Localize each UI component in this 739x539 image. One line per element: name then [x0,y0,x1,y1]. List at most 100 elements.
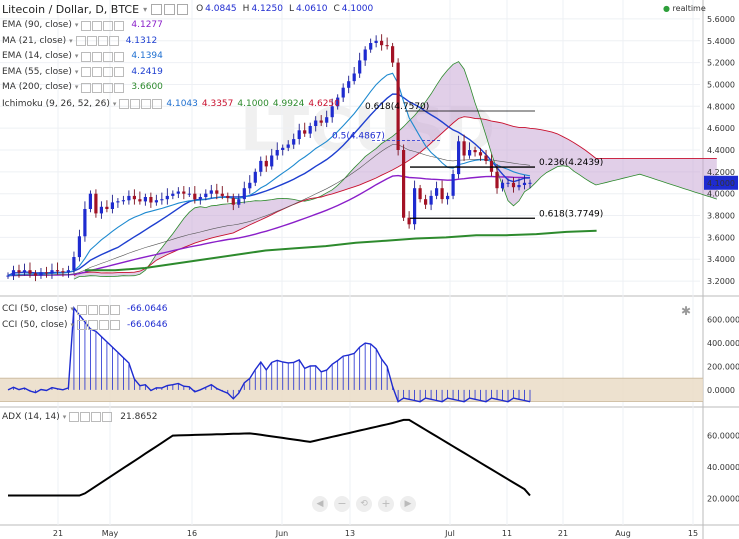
settings-icon[interactable] [81,67,92,78]
code-icon[interactable] [97,36,108,47]
candle-body [149,197,153,203]
navigation-controls: ◀ − ⟲ + ▶ [312,496,416,512]
close-icon[interactable] [177,3,189,15]
y-tick-label: 40.0000 [707,463,739,472]
candle-body [22,270,27,273]
eye-icon[interactable] [87,320,98,331]
close-icon[interactable] [114,82,125,93]
reset-icon[interactable]: ⟲ [356,496,372,512]
chevron-down-icon[interactable]: ▾ [74,21,79,29]
symbol-title[interactable]: Litecoin / Dollar, D, BTCE [2,2,140,16]
indicator-row[interactable]: MA (200, close) ▾ 3.6600 [2,80,163,96]
axes: 5.6000 5.4000 5.2000 5.0000 4.8000 4.6000 4.40… [53,15,739,538]
y-tick-label: 5.2000 [707,59,735,68]
eye-icon[interactable] [92,67,103,78]
close-icon[interactable] [114,51,125,62]
adx-legend[interactable]: ADX (14, 14) ▾ 21.8652 [2,412,158,422]
eye-icon[interactable] [86,36,97,47]
close-icon[interactable] [114,20,125,31]
candle-body [121,200,125,202]
close-icon[interactable] [114,67,125,78]
code-icon[interactable] [103,82,114,93]
realtime-dot-icon: ● [663,4,670,13]
candle-body [127,195,131,201]
y-tick-label: 5.6000 [707,15,735,24]
settings-icon[interactable] [119,99,130,109]
x-tick-label: Jun [275,529,289,538]
eye-icon[interactable] [92,82,103,93]
candle-body [61,271,65,273]
y-tick-label: 4.8000 [707,102,735,111]
close-icon[interactable] [109,304,120,315]
scroll-right-icon[interactable]: ▶ [400,496,416,512]
cci-legend-row[interactable]: CCI (50, close) ▾ -66.0646 [2,302,167,318]
chevron-down-icon[interactable]: ▾ [69,36,73,45]
chevron-down-icon[interactable]: ▾ [74,52,79,60]
close-icon[interactable] [102,412,113,422]
code-icon[interactable] [141,99,152,109]
chevron-down-icon[interactable]: ▾ [70,305,74,313]
indicator-row[interactable]: EMA (55, close) ▾ 4.2419 [2,65,163,81]
chevron-down-icon[interactable]: ▾ [74,83,79,91]
settings-gear-icon[interactable]: ✱ [681,304,692,318]
adx-pane [8,418,531,497]
settings-icon[interactable] [76,320,87,331]
candle-body [116,201,120,203]
eye-icon[interactable] [92,20,103,31]
chevron-down-icon[interactable]: ▾ [62,413,67,421]
code-icon[interactable] [91,412,102,422]
chevron-down-icon[interactable]: ▾ [143,4,148,14]
code-icon[interactable] [98,304,109,315]
settings-icon[interactable] [81,51,92,62]
candle-body [369,43,373,50]
settings-icon[interactable] [76,304,87,315]
realtime-label: realtime [672,4,706,13]
close-icon[interactable] [108,36,119,47]
fibonacci-levels: 0.618(4.7570) 0.5(4.4867) 0.236(4.2439) 0.6… [332,102,603,219]
settings-icon[interactable] [151,3,163,15]
y-tick-label: 3.6000 [707,233,735,242]
chevron-down-icon[interactable]: ▾ [70,320,74,329]
eye-icon[interactable] [130,99,141,109]
code-icon[interactable] [103,20,114,31]
candle-body [319,120,323,123]
cci-legend: CCI (50, close) ▾ -66.0646 CCI (50, close) ▾… [2,302,167,333]
ichimoku-legend[interactable]: Ichimoku (9, 26, 52, 26) ▾ 4.1043 4.3357 4… [2,99,344,109]
eye-icon[interactable] [80,412,91,422]
code-icon[interactable] [103,51,114,62]
cci-legend-row[interactable]: CCI (50, close) ▾ -66.0646 [2,318,167,334]
code-icon[interactable] [103,67,114,78]
eye-icon[interactable] [164,3,176,15]
candle-body [424,199,428,205]
close-icon[interactable] [152,99,163,109]
zoom-out-icon[interactable]: − [334,496,350,512]
scroll-left-icon[interactable]: ◀ [312,496,328,512]
chevron-down-icon[interactable]: ▾ [112,100,117,108]
indicator-row[interactable]: MA (21, close) ▾ 4.1312 [2,34,163,50]
settings-icon[interactable] [81,20,92,31]
settings-icon[interactable] [75,36,86,47]
candle-body [522,182,527,185]
y-tick-label: 400.0000 [707,339,739,348]
candle-body [275,150,279,156]
settings-icon[interactable] [69,412,80,422]
candle-body [506,182,510,184]
zoom-in-icon[interactable]: + [378,496,394,512]
ema-55-line [7,144,531,276]
settings-icon[interactable] [81,82,92,93]
eye-icon[interactable] [92,51,103,62]
candle-body [484,155,488,161]
x-tick-label: Jul [444,529,455,538]
eye-icon[interactable] [87,304,98,315]
code-icon[interactable] [98,320,109,331]
indicator-row[interactable]: EMA (90, close) ▾ 4.1277 [2,18,163,34]
ichimoku-value: 4.1000 [237,99,269,109]
cci-line [7,306,531,403]
ema-14-line [7,72,531,277]
close-icon[interactable] [109,320,120,331]
indicator-row[interactable]: EMA (14, close) ▾ 4.1394 [2,49,163,65]
candle-body [451,174,455,196]
y-tick-label: 4.6000 [707,124,735,133]
chevron-down-icon[interactable]: ▾ [74,67,79,76]
